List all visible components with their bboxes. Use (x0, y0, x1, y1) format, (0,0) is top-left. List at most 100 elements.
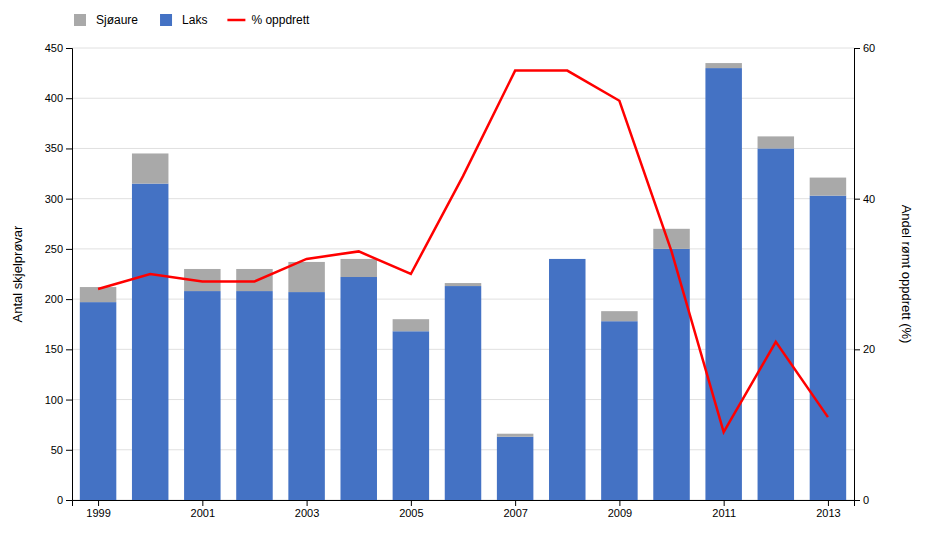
tick: 20 (854, 343, 875, 355)
tick: 60 (854, 42, 875, 54)
bar (653, 249, 689, 500)
tick: 300 (45, 193, 72, 205)
bar (80, 287, 116, 302)
tick-mark (411, 500, 412, 506)
bar (288, 262, 324, 292)
x-axis: 1999 2001 2003 2005 2007 2009 2011 2013 (73, 500, 855, 519)
tick-label: 150 (45, 343, 63, 355)
tick-mark (66, 48, 72, 49)
tick-mark (66, 450, 72, 451)
legend-swatch (74, 14, 86, 26)
tick-label: 1999 (86, 507, 110, 519)
legend-label: % oppdrett (251, 13, 310, 27)
tick: 0 (57, 494, 72, 506)
bar (393, 319, 429, 331)
axis-line (855, 49, 861, 501)
bar (810, 196, 846, 500)
bar (236, 291, 272, 500)
tick-mark (854, 500, 860, 501)
tick-mark (515, 500, 516, 506)
tick-mark (854, 349, 860, 350)
tick-mark (66, 199, 72, 200)
tick-label: 2013 (816, 507, 840, 519)
y2-axis: 0 20 40 60 (854, 42, 875, 506)
tick: 150 (45, 343, 72, 355)
y-axis-title: Antal skjelprøvar (10, 225, 25, 322)
tick-mark (66, 299, 72, 300)
tick-mark (202, 500, 203, 506)
tick-mark (619, 500, 620, 506)
tick: 2011 (712, 500, 736, 519)
tick-label: 40 (863, 193, 875, 205)
tick-mark (724, 500, 725, 506)
bar (549, 258, 585, 259)
tick-mark (66, 98, 72, 99)
tick-label: 2001 (191, 507, 215, 519)
grid (72, 48, 854, 500)
tick-label: 350 (45, 142, 63, 154)
legend-label: Laks (182, 13, 207, 27)
bar (132, 184, 168, 500)
bar (705, 63, 741, 68)
tick-mark (854, 199, 860, 200)
tick-label: 2003 (295, 507, 319, 519)
tick-label: 450 (45, 42, 63, 54)
tick: 400 (45, 92, 72, 104)
tick: 2009 (608, 500, 632, 519)
tick-label: 200 (45, 293, 63, 305)
tick: 2007 (503, 500, 527, 519)
tick: 2001 (191, 500, 215, 519)
chart: 1999 2001 2003 2005 2007 2009 2011 2013 0 50 100 15… (0, 0, 926, 540)
tick-mark (828, 500, 829, 506)
tick-label: 0 (57, 494, 63, 506)
tick: 100 (45, 394, 72, 406)
bar (810, 178, 846, 196)
tick: 450 (45, 42, 72, 54)
bar (393, 331, 429, 500)
tick-mark (854, 48, 860, 49)
tick-mark (66, 400, 72, 401)
tick-mark (66, 249, 72, 250)
bar (601, 311, 637, 321)
tick-label: 2011 (712, 507, 736, 519)
tick: 1999 (86, 500, 110, 519)
tick: 350 (45, 142, 72, 154)
tick-label: 400 (45, 92, 63, 104)
bar-series (80, 63, 846, 437)
tick-mark (66, 148, 72, 149)
tick: 2005 (399, 500, 423, 519)
tick: 200 (45, 293, 72, 305)
legend-swatch (160, 14, 172, 26)
y2-axis-title: Andel rømt oppdrett (%) (899, 205, 914, 344)
bar (445, 283, 481, 286)
legend-swatch (227, 19, 245, 22)
axis-line (66, 49, 73, 501)
tick-mark (66, 349, 72, 350)
bar (132, 153, 168, 183)
bar (288, 292, 324, 500)
tick-label: 20 (863, 343, 875, 355)
tick-label: 300 (45, 193, 63, 205)
tick-label: 250 (45, 243, 63, 255)
bar (236, 269, 272, 291)
bar (653, 229, 689, 249)
tick-label: 2009 (608, 507, 632, 519)
tick-mark (98, 500, 99, 506)
tick-label: 2007 (503, 507, 527, 519)
bar (184, 291, 220, 500)
bar (549, 259, 585, 500)
tick: 0 (854, 494, 869, 506)
tick: 2013 (816, 500, 840, 519)
legend-label: Sjøaure (96, 13, 138, 27)
bar (340, 277, 376, 500)
tick: 40 (854, 193, 875, 205)
tick-label: 50 (51, 444, 63, 456)
legend: Sjøaure Laks % oppdrett (74, 13, 310, 27)
tick-mark (66, 500, 72, 501)
bar (758, 136, 794, 148)
tick-label: 0 (863, 494, 869, 506)
tick: 2003 (295, 500, 319, 519)
legend-item: Sjøaure (74, 13, 138, 27)
bar (601, 321, 637, 500)
grid-line (72, 48, 854, 49)
